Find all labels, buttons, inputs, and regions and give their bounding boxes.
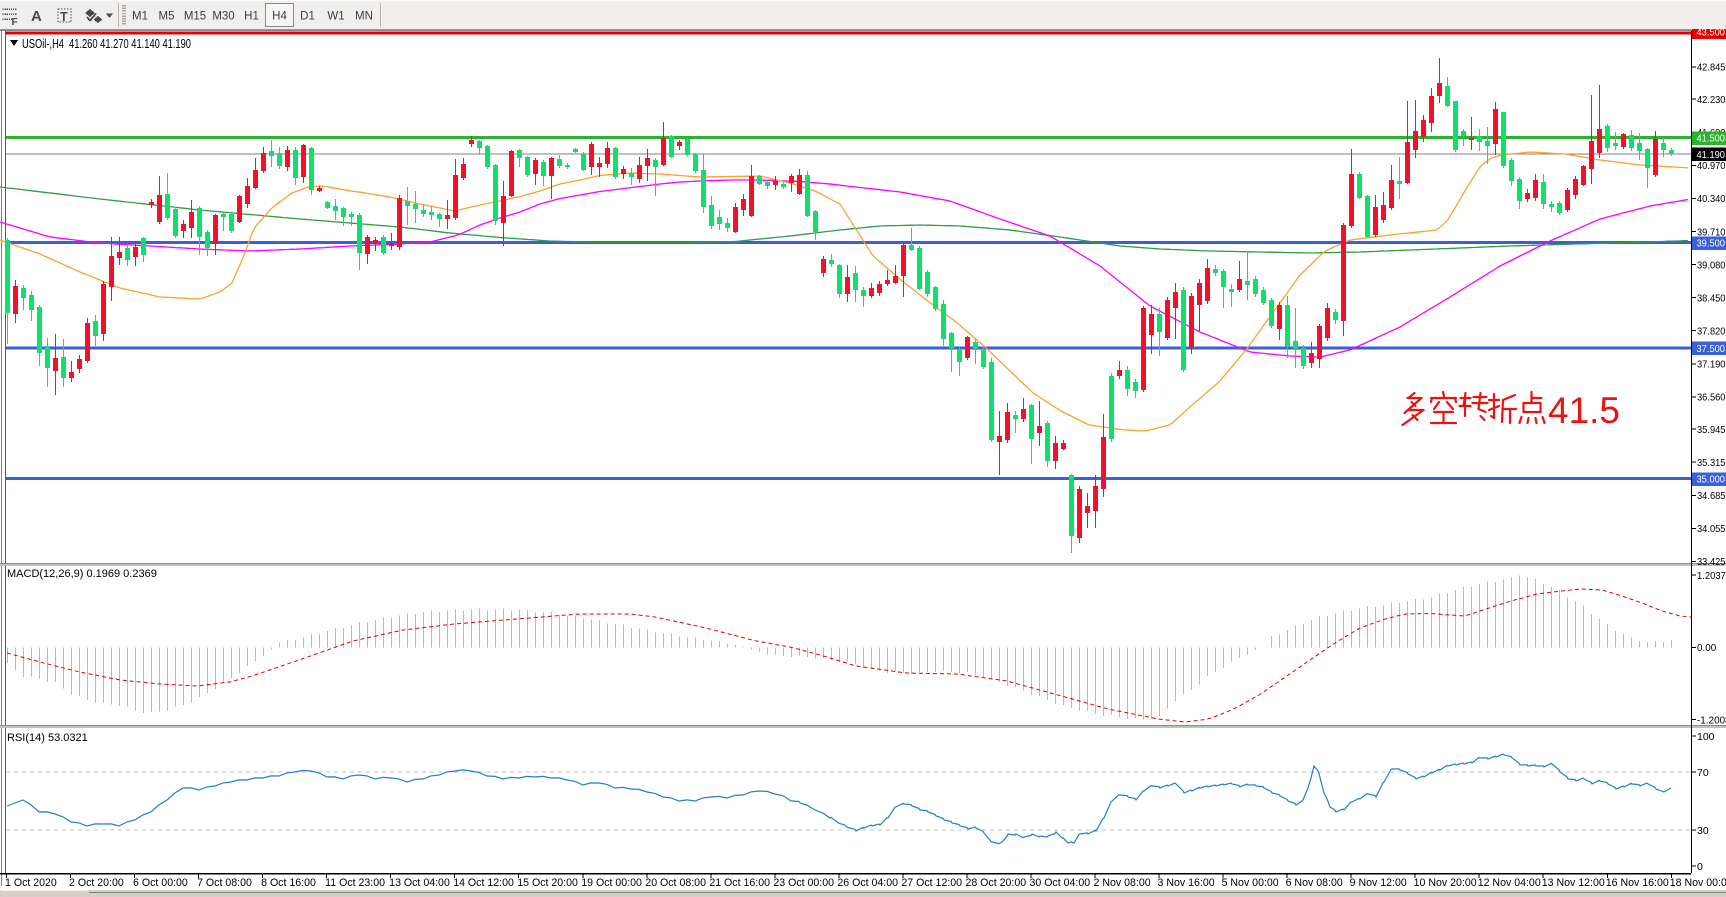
svg-text:H1: H1 [244, 11, 259, 23]
svg-text:27 Oct 12:00: 27 Oct 12:00 [901, 877, 962, 889]
svg-text:41.190: 41.190 [1697, 149, 1726, 161]
svg-text:8 Oct 16:00: 8 Oct 16:00 [261, 877, 316, 889]
svg-text:35.945: 35.945 [1697, 424, 1726, 436]
svg-text:30 Oct 04:00: 30 Oct 04:00 [1029, 877, 1090, 889]
svg-text:T: T [60, 10, 68, 24]
svg-text:F: F [12, 17, 18, 28]
svg-text:H4: H4 [272, 11, 287, 23]
svg-text:42.845: 42.845 [1697, 62, 1726, 74]
svg-text:9 Nov 12:00: 9 Nov 12:00 [1350, 877, 1407, 889]
svg-text:11 Oct 23:00: 11 Oct 23:00 [325, 877, 385, 889]
svg-text:MACD(12,26,9) 0.1969 0.2369: MACD(12,26,9) 0.1969 0.2369 [7, 568, 157, 580]
svg-text:2 Oct 20:00: 2 Oct 20:00 [69, 877, 124, 889]
svg-text:39.500: 39.500 [1697, 238, 1726, 250]
svg-text:-1.2008: -1.2008 [1697, 714, 1726, 726]
svg-text:RSI(14) 53.0321: RSI(14) 53.0321 [7, 732, 88, 744]
svg-text:30: 30 [1697, 825, 1709, 837]
svg-text:37.820: 37.820 [1697, 326, 1726, 338]
svg-text:10 Nov 20:00: 10 Nov 20:00 [1414, 877, 1477, 889]
svg-text:12 Nov 04:00: 12 Nov 04:00 [1478, 877, 1541, 889]
svg-text:14 Oct 12:00: 14 Oct 12:00 [453, 877, 514, 889]
svg-text:USOil-,H4: USOil-,H4 [22, 37, 64, 51]
svg-text:33.425: 33.425 [1697, 556, 1726, 568]
svg-text:0.00: 0.00 [1697, 642, 1716, 654]
svg-text:41.500: 41.500 [1697, 133, 1726, 145]
svg-text:34.055: 34.055 [1697, 523, 1726, 535]
svg-text:19 Oct 00:00: 19 Oct 00:00 [581, 877, 642, 889]
svg-text:M15: M15 [184, 11, 206, 23]
svg-text:6 Nov 08:00: 6 Nov 08:00 [1286, 877, 1343, 889]
svg-text:M30: M30 [212, 11, 234, 23]
svg-text:37.500: 37.500 [1697, 343, 1726, 355]
svg-text:M1: M1 [132, 11, 148, 23]
svg-text:1.2037: 1.2037 [1697, 570, 1726, 582]
svg-text:41.260 41.270 41.140 41.190: 41.260 41.270 41.140 41.190 [69, 37, 191, 51]
svg-text:0: 0 [1697, 861, 1703, 873]
svg-text:42.230: 42.230 [1697, 94, 1726, 106]
svg-text:36.560: 36.560 [1697, 392, 1726, 404]
svg-text:35.000: 35.000 [1697, 474, 1726, 486]
svg-text:100: 100 [1697, 731, 1715, 743]
svg-text:34.685: 34.685 [1697, 490, 1726, 502]
svg-text:37.190: 37.190 [1697, 359, 1726, 371]
svg-text:38.450: 38.450 [1697, 292, 1726, 304]
svg-text:23 Oct 00:00: 23 Oct 00:00 [773, 877, 834, 889]
svg-text:6 Oct 00:00: 6 Oct 00:00 [133, 877, 188, 889]
svg-text:5 Nov 00:00: 5 Nov 00:00 [1222, 877, 1279, 889]
svg-text:13 Oct 04:00: 13 Oct 04:00 [389, 877, 450, 889]
svg-text:7 Oct 08:00: 7 Oct 08:00 [197, 877, 252, 889]
svg-text:70: 70 [1697, 767, 1709, 779]
svg-text:MN: MN [355, 11, 373, 23]
svg-text:16 Nov 16:00: 16 Nov 16:00 [1606, 877, 1669, 889]
svg-text:20 Oct 08:00: 20 Oct 08:00 [645, 877, 706, 889]
svg-text:43.500: 43.500 [1697, 27, 1726, 39]
svg-text:26 Oct 04:00: 26 Oct 04:00 [837, 877, 898, 889]
svg-text:A: A [31, 8, 42, 25]
svg-text:2 Nov 08:00: 2 Nov 08:00 [1094, 877, 1151, 889]
svg-text:1 Oct 2020: 1 Oct 2020 [5, 877, 57, 889]
svg-text:15 Oct 20:00: 15 Oct 20:00 [517, 877, 578, 889]
svg-text:13 Nov 12:00: 13 Nov 12:00 [1542, 877, 1605, 889]
svg-text:W1: W1 [327, 11, 344, 23]
svg-text:28 Oct 20:00: 28 Oct 20:00 [965, 877, 1026, 889]
svg-text:40.340: 40.340 [1697, 193, 1726, 205]
svg-text:18 Nov 00:00: 18 Nov 00:00 [1670, 877, 1726, 889]
svg-text:M5: M5 [159, 11, 175, 23]
svg-text:D1: D1 [300, 11, 315, 23]
svg-text:39.080: 39.080 [1697, 259, 1726, 271]
svg-text:3 Nov 16:00: 3 Nov 16:00 [1158, 877, 1215, 889]
svg-text:21 Oct 16:00: 21 Oct 16:00 [709, 877, 770, 889]
svg-text:41.5: 41.5 [1548, 390, 1620, 431]
svg-text:39.710: 39.710 [1697, 226, 1726, 238]
svg-text:35.315: 35.315 [1697, 457, 1726, 469]
svg-text:40.970: 40.970 [1697, 160, 1726, 172]
